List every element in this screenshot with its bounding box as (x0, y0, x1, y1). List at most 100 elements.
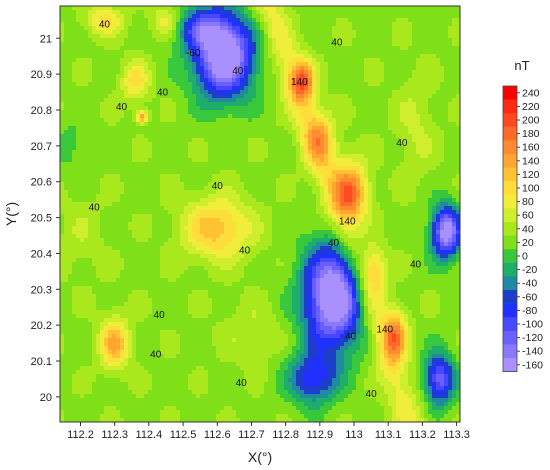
contour-cell (172, 86, 177, 91)
contour-cell (372, 94, 377, 99)
contour-cell (88, 146, 93, 151)
contour-cell (192, 154, 197, 159)
contour-cell (432, 122, 437, 127)
contour-cell (360, 166, 365, 171)
contour-cell (248, 154, 253, 159)
contour-cell (332, 122, 337, 127)
contour-cell (388, 26, 393, 31)
contour-cell (308, 94, 313, 99)
contour-cell (284, 94, 289, 99)
contour-cell (140, 26, 145, 31)
contour-cell (264, 126, 269, 131)
contour-cell (364, 194, 369, 199)
contour-cell (424, 46, 429, 51)
contour-cell (176, 154, 181, 159)
contour-cell (444, 150, 449, 155)
contour-cell (184, 134, 189, 139)
contour-cell (428, 54, 433, 59)
contour-cell (124, 90, 129, 95)
contour-cell (100, 182, 105, 187)
contour-cell (200, 34, 205, 39)
contour-cell (420, 78, 425, 83)
contour-cell (388, 202, 393, 207)
contour-cell (456, 106, 460, 111)
contour-cell (360, 22, 365, 27)
contour-cell (140, 50, 145, 55)
contour-cell (452, 106, 457, 111)
contour-cell (128, 186, 133, 191)
contour-cell (408, 110, 413, 115)
contour-cell (260, 50, 265, 55)
contour-cell (292, 142, 297, 147)
contour-cell (128, 102, 133, 107)
contour-cell (420, 22, 425, 27)
contour-cell (196, 58, 201, 63)
contour-cell (112, 146, 117, 151)
contour-cell (312, 62, 317, 67)
contour-cell (116, 150, 121, 155)
contour-cell (276, 90, 281, 95)
contour-cell (148, 62, 153, 67)
contour-cell (396, 86, 401, 91)
contour-cell (284, 150, 289, 155)
contour-cell (204, 122, 209, 127)
contour-cell (312, 82, 317, 87)
contour-cell (396, 194, 401, 199)
contour-cell (396, 50, 401, 55)
contour-cell (108, 194, 113, 199)
contour-cell (124, 86, 129, 91)
contour-cell (64, 98, 69, 103)
contour-cell (128, 118, 133, 123)
contour-cell (432, 170, 437, 175)
contour-cell (300, 178, 305, 183)
contour-cell (220, 78, 225, 83)
contour-cell (72, 198, 77, 203)
contour-cell (304, 186, 309, 191)
contour-cell (148, 182, 153, 187)
contour-cell (144, 30, 149, 35)
contour-cell (308, 66, 313, 71)
contour-cell (180, 106, 185, 111)
contour-cell (208, 178, 213, 183)
contour-cell (92, 102, 97, 107)
contour-cell (400, 98, 405, 103)
contour-cell (436, 34, 441, 39)
contour-cell (240, 122, 245, 127)
contour-cell (428, 78, 433, 83)
contour-cell (132, 150, 137, 155)
contour-cell (316, 154, 321, 159)
contour-cell (372, 10, 377, 15)
contour-cell (164, 78, 169, 83)
contour-cell (248, 170, 253, 175)
contour-cell (160, 130, 165, 135)
contour-cell (88, 126, 93, 131)
contour-cell (284, 66, 289, 71)
contour-cell (148, 82, 153, 87)
contour-cell (64, 6, 69, 11)
contour-cell (128, 170, 133, 175)
contour-cell (372, 202, 377, 207)
contour-cell (368, 62, 373, 67)
contour-cell (428, 114, 433, 119)
contour-cell (104, 58, 109, 63)
contour-cell (200, 6, 205, 11)
contour-cell (380, 70, 385, 75)
contour-cell (448, 174, 453, 179)
contour-cell (280, 6, 285, 11)
contour-cell (196, 6, 201, 11)
contour-cell (88, 14, 93, 19)
contour-cell (276, 150, 281, 155)
contour-cell (144, 86, 149, 91)
contour-cell (280, 94, 285, 99)
contour-cell (308, 134, 313, 139)
contour-cell (172, 94, 177, 99)
contour-cell (180, 46, 185, 51)
contour-cell (172, 110, 177, 115)
contour-cell (236, 158, 241, 163)
contour-cell (152, 142, 157, 147)
contour-cell (64, 22, 69, 27)
contour-cell (192, 26, 197, 31)
contour-cell (336, 178, 341, 183)
contour-cell (148, 66, 153, 71)
contour-cell (408, 142, 413, 147)
